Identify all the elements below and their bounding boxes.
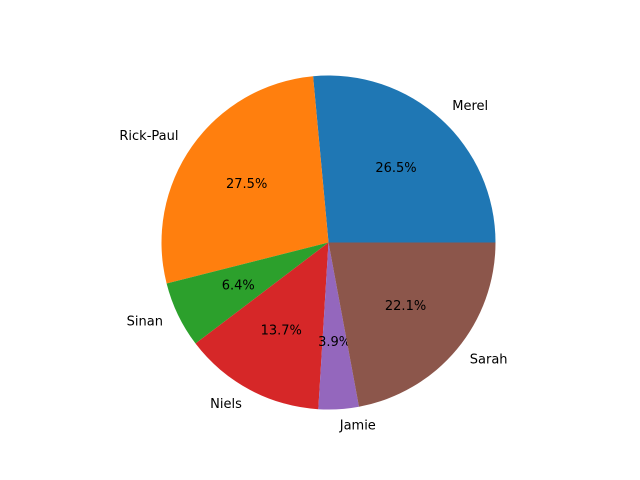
slice-label-rick-paul: Rick-Paul xyxy=(119,129,178,144)
slice-label-merel: Merel xyxy=(452,99,488,114)
pie-slice-rick-paul xyxy=(161,76,329,284)
pct-label-sarah: 22.1% xyxy=(385,299,426,314)
pct-label-sinan: 6.4% xyxy=(222,278,255,293)
pie-slice-sinan xyxy=(166,242,329,344)
pct-label-merel: 26.5% xyxy=(375,161,416,176)
pct-label-rick-paul: 27.5% xyxy=(226,177,267,192)
slice-label-sarah: Sarah xyxy=(470,352,508,367)
slice-label-niels: Niels xyxy=(210,397,242,412)
pie-slice-jamie xyxy=(318,242,359,410)
pie-slice-sarah xyxy=(328,242,496,407)
pct-label-niels: 13.7% xyxy=(261,323,302,338)
slice-label-jamie: Jamie xyxy=(339,418,376,433)
pie-slice-merel xyxy=(313,75,496,243)
pct-label-jamie: 3.9% xyxy=(318,335,351,350)
slice-label-sinan: Sinan xyxy=(127,315,163,330)
pie-slice-niels xyxy=(195,242,329,410)
